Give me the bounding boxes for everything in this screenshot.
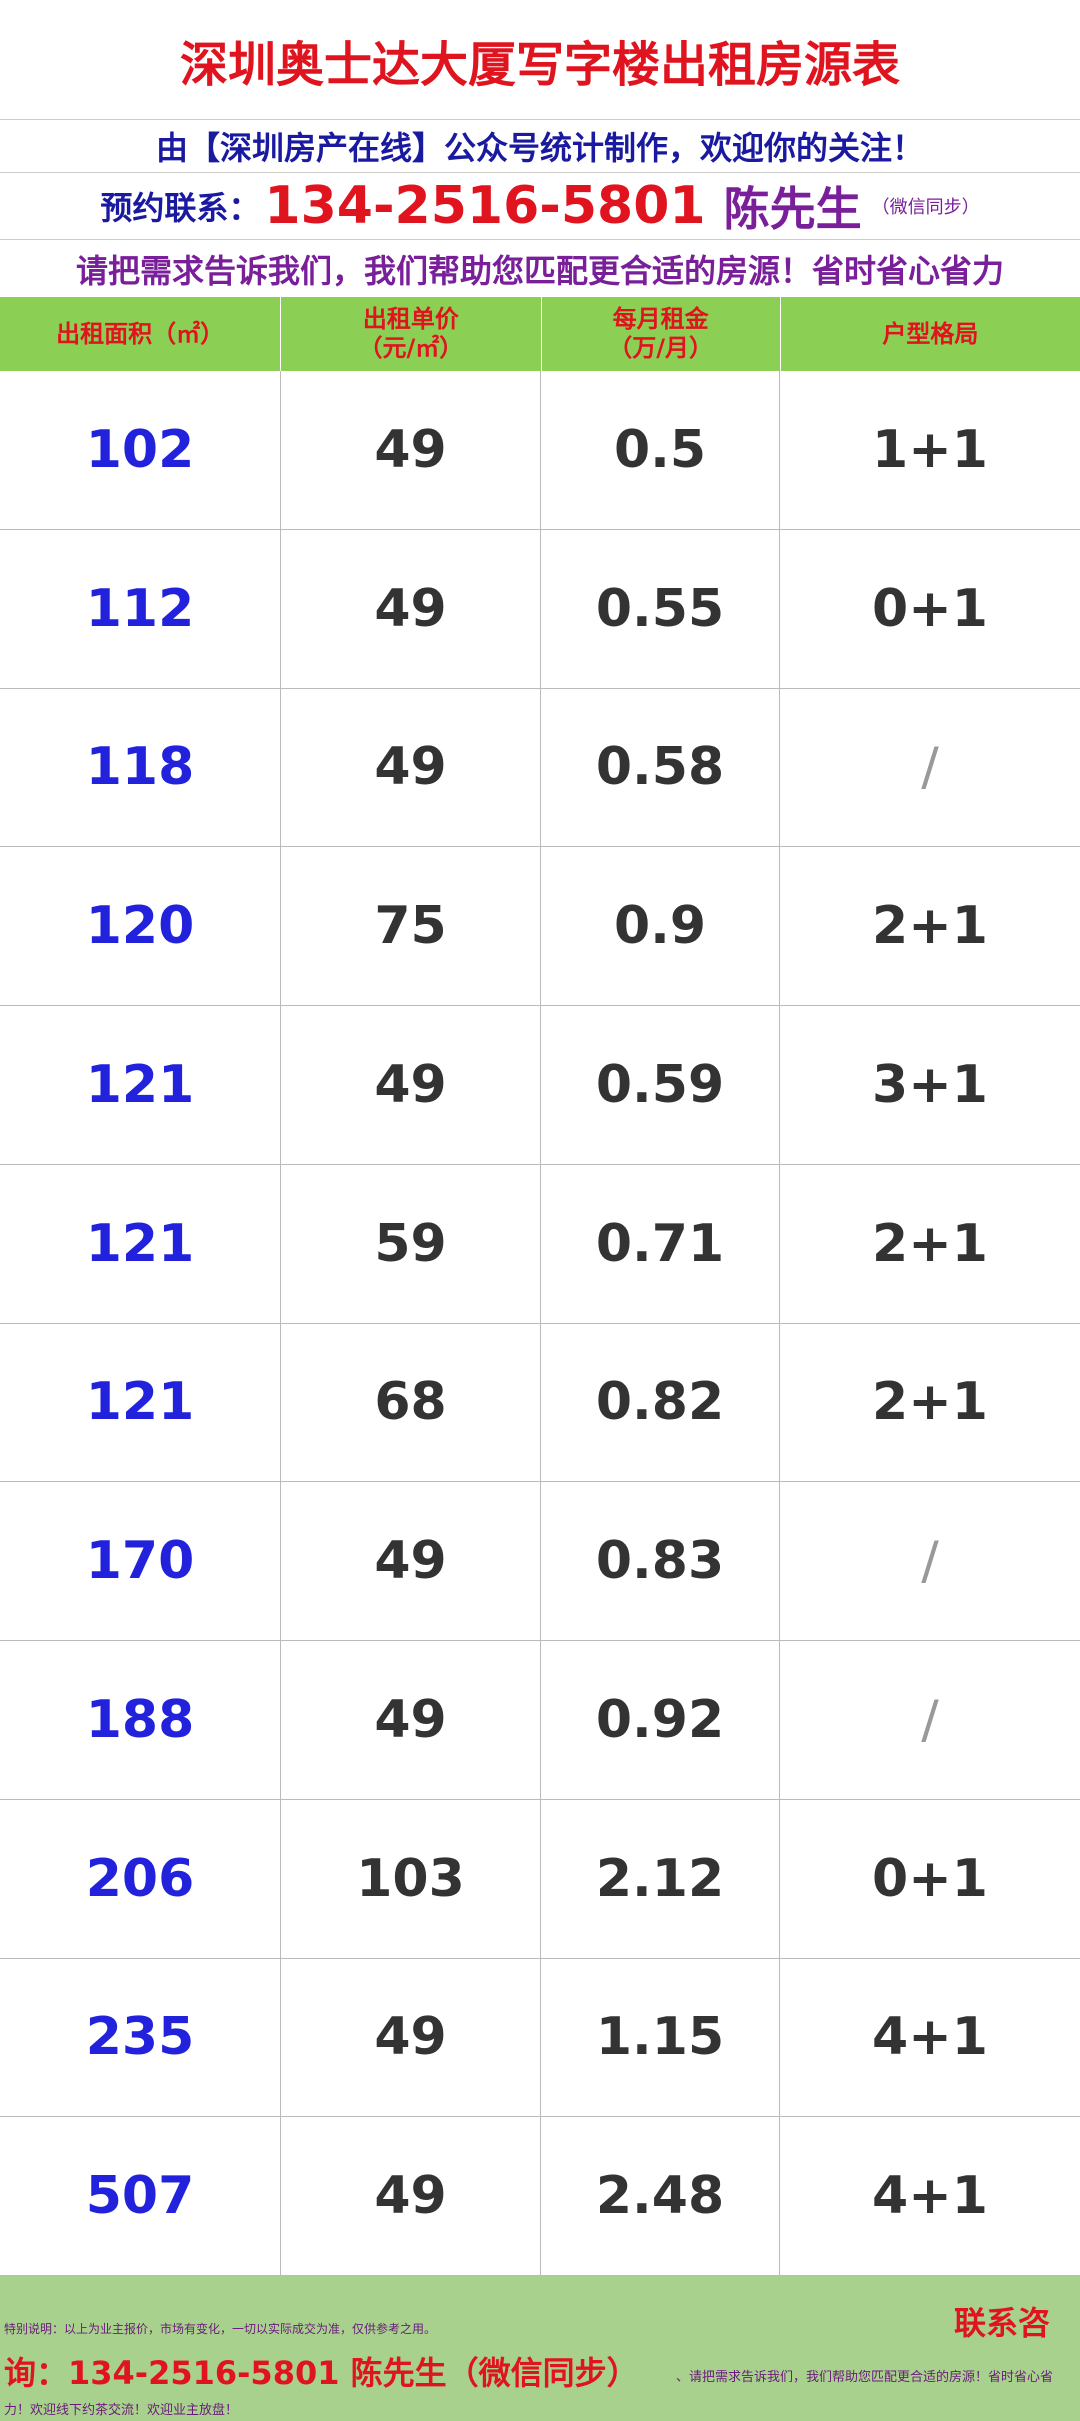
header-cell: 每月租金 （万/月） (542, 297, 781, 371)
table-row: 121 49 0.59 3+1 (0, 1006, 1080, 1165)
table-cell: 188 (0, 1641, 281, 1799)
table-row: 121 59 0.71 2+1 (0, 1164, 1080, 1324)
table-row: 206 103 2.12 0+1 (0, 1799, 1080, 1959)
table-cell: 1.15 (541, 1958, 780, 2117)
table-cell: 2+1 (872, 896, 988, 957)
table-row: 112 49 0.55 0+1 (0, 529, 1080, 689)
header-text: 每月租金 (612, 305, 709, 334)
table-cell: 206 (0, 1799, 281, 1958)
table-cell: 0+1 (872, 1848, 988, 1909)
header-text: 户型格局 (882, 319, 979, 348)
table-row: 170 49 0.83 / (0, 1482, 1080, 1641)
table-cell: 0.55 (541, 529, 780, 688)
table-cell: / (921, 1689, 939, 1750)
header-cell: 出租单价 （元/㎡） (281, 297, 542, 371)
table-cell: 49 (281, 1482, 541, 1640)
footer-contact: 询：134-2516-5801 陈先生（微信同步） (4, 2354, 639, 2392)
header-text: 出租单价 (362, 305, 459, 334)
table-cell: 2+1 (872, 1213, 988, 1274)
table-row: 235 49 1.15 4+1 (0, 1958, 1080, 2118)
table-cell: 0+1 (872, 578, 988, 639)
wechat-note: （微信同步） (871, 197, 980, 218)
table-cell: 49 (281, 688, 541, 847)
table-cell: 507 (0, 2117, 281, 2275)
header-text: （万/月） (608, 334, 714, 362)
table-cell: 112 (0, 529, 281, 688)
contact-label: 预约联系： (100, 189, 261, 227)
header-cell: 出租面积（㎡） (0, 297, 282, 371)
table-cell: 235 (0, 1958, 281, 2117)
table-cell: 1+1 (872, 419, 988, 480)
footer-contact-head: 联系咨 (953, 2304, 1050, 2342)
table-cell: 49 (281, 371, 541, 529)
table-cell: / (921, 1531, 939, 1592)
table-cell: 49 (281, 1958, 541, 2117)
table-cell: 2+1 (872, 1372, 988, 1433)
table-cell: 0.71 (541, 1164, 780, 1323)
table-cell: 121 (0, 1323, 281, 1482)
header-text: （元/㎡） (358, 334, 464, 362)
table-row: 507 49 2.48 4+1 (0, 2117, 1080, 2276)
table-cell: 103 (281, 1799, 541, 1958)
table-cell: 49 (281, 1006, 541, 1164)
table-row: 120 75 0.9 2+1 (0, 847, 1080, 1006)
footer: 特别说明：以上为业主报价，市场有变化，一切以实际成交为准，仅供参考之用。 联系咨… (0, 2276, 1080, 2421)
footer-note: 特别说明：以上为业主报价，市场有变化，一切以实际成交为准，仅供参考之用。 (4, 2322, 437, 2336)
table-cell: 0.59 (541, 1006, 780, 1164)
footer-scroll: 、请把需求告诉我们，我们帮助您匹配更合适的房源！省时省心省 (676, 2370, 1054, 2385)
table-cell: 118 (0, 688, 281, 847)
table-header: 出租面积（㎡） 出租单价 （元/㎡） 每月租金 （万/月） 户型格局 (0, 297, 1080, 371)
title: 深圳奥士达大厦写字楼出租房源表 (0, 0, 1080, 120)
table-cell: 49 (281, 2117, 541, 2275)
table-cell: 0.82 (541, 1323, 780, 1482)
table-cell: 0.9 (541, 847, 780, 1005)
subtitle: 由【深圳房产在线】公众号统计制作，欢迎你的关注！ (0, 120, 1080, 173)
table-cell: 102 (0, 371, 281, 529)
table-cell: 0.83 (541, 1482, 780, 1640)
table-cell: 170 (0, 1482, 281, 1640)
phone: 134-2516-5801 (264, 176, 706, 236)
table-cell: 4+1 (872, 2166, 988, 2227)
table-body: 102 49 0.5 1+1 112 49 0.55 0+1 118 49 0.58/120 75 0.… (0, 371, 1080, 2276)
contact-name: 陈先生 (723, 182, 862, 236)
slogan: 请把需求告诉我们，我们帮助您匹配更合适的房源！省时省心省力 (75, 251, 1004, 290)
table-cell: 4+1 (872, 2007, 988, 2068)
footer-scroll-end: 力！欢迎线下约茶交流！欢迎业主放盘！ (4, 2403, 239, 2418)
table-cell: 2.48 (541, 2117, 780, 2275)
table-cell: 75 (281, 847, 541, 1005)
table-row: 188 49 0.92 / (0, 1641, 1080, 1800)
header-text: 出租面积（㎡） (56, 319, 225, 348)
table-cell: 0.58 (541, 688, 780, 847)
table-cell: 68 (281, 1323, 541, 1482)
table-row: 102 49 0.5 1+1 (0, 371, 1080, 530)
contact-line: 预约联系： 134-2516-5801 陈先生 （微信同步） (0, 173, 1080, 240)
table-cell: / (921, 737, 939, 798)
table-cell: 2.12 (541, 1799, 780, 1958)
table-row: 118 49 0.58 / (0, 688, 1080, 848)
table-cell: 59 (281, 1164, 541, 1323)
table-cell: 3+1 (872, 1054, 988, 1115)
table-cell: 120 (0, 847, 281, 1005)
table-row: 121 68 0.82 2+1 (0, 1323, 1080, 1483)
table-cell: 0.92 (541, 1641, 780, 1799)
table-cell: 121 (0, 1164, 281, 1323)
table-cell: 49 (281, 1641, 541, 1799)
header-cell: 户型格局 (781, 297, 1080, 371)
table-cell: 0.5 (541, 371, 780, 529)
table-cell: 121 (0, 1006, 281, 1164)
table-cell: 49 (281, 529, 541, 688)
